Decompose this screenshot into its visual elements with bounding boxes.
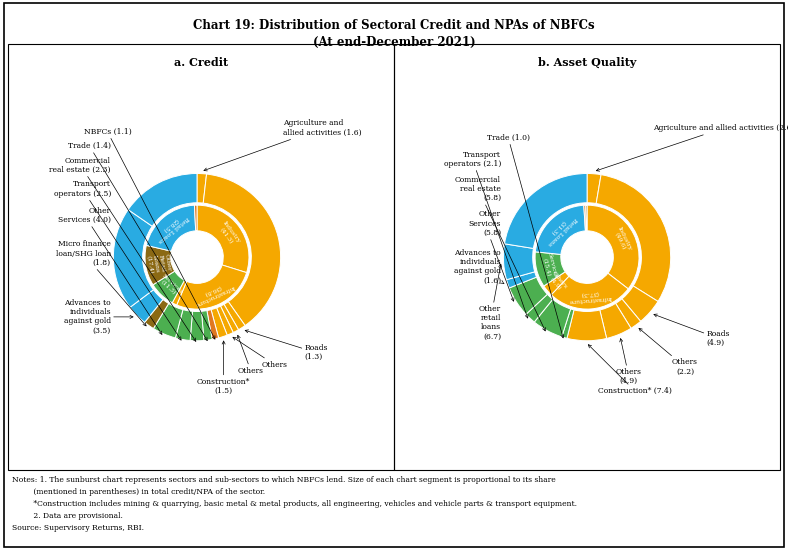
Text: Roads
(1.3): Roads (1.3) — [245, 330, 328, 361]
Text: Others: Others — [233, 337, 288, 368]
Text: Other
Retail
Loans
(17.4): Other Retail Loans (17.4) — [146, 252, 171, 274]
Wedge shape — [507, 272, 537, 288]
Text: Industry
(49.6): Industry (49.6) — [611, 226, 633, 254]
Text: Others
(2.2): Others (2.2) — [639, 328, 698, 376]
Text: Retail Loans
(28.5): Retail Loans (28.5) — [154, 211, 190, 244]
Text: Transport
operators (2.5): Transport operators (2.5) — [54, 180, 181, 340]
Wedge shape — [173, 280, 187, 305]
Wedge shape — [504, 173, 587, 249]
Text: Transport
operators (2.1): Transport operators (2.1) — [444, 151, 528, 318]
Wedge shape — [130, 290, 163, 322]
Wedge shape — [207, 310, 218, 339]
Wedge shape — [202, 311, 212, 340]
Text: Chart 19: Distribution of Sectoral Credit and NPAs of NBFCs: Chart 19: Distribution of Sectoral Credi… — [193, 19, 595, 32]
Wedge shape — [217, 306, 233, 335]
Text: Other
Services (4.0): Other Services (4.0) — [58, 207, 162, 334]
Text: Roads
(4.9): Roads (4.9) — [654, 314, 730, 347]
Text: Others: Others — [237, 336, 264, 375]
Text: Trade (1.0): Trade (1.0) — [487, 134, 563, 338]
Text: (At end-December 2021): (At end-December 2021) — [313, 36, 475, 49]
Wedge shape — [154, 304, 183, 338]
Wedge shape — [600, 304, 631, 338]
Wedge shape — [113, 210, 154, 307]
Wedge shape — [224, 301, 245, 329]
Wedge shape — [197, 173, 206, 203]
Text: Micro finance
loan/SHG loan
(1.8): Micro finance loan/SHG loan (1.8) — [56, 240, 146, 326]
Text: NBFCs (1.1): NBFCs (1.1) — [84, 128, 215, 339]
Wedge shape — [587, 173, 601, 204]
Wedge shape — [584, 205, 586, 231]
Text: *Construction includes mining & quarrying, basic metal & metal products, all eng: *Construction includes mining & quarryin… — [12, 500, 577, 508]
Text: Infrastructure
(37.3): Infrastructure (37.3) — [568, 289, 612, 303]
Wedge shape — [535, 205, 585, 255]
Text: Industry
(41.3): Industry (41.3) — [217, 220, 240, 248]
Text: Advances to
individuals
against gold
(3.5): Advances to individuals against gold (3.… — [64, 299, 133, 334]
Text: Infrastructure
(36.8): Infrastructure (36.8) — [191, 278, 236, 307]
Wedge shape — [587, 205, 639, 289]
Wedge shape — [622, 286, 658, 321]
Text: (mentioned in parentheses) in total credit/NPA of the sector.: (mentioned in parentheses) in total cred… — [12, 488, 265, 496]
Text: Agriculture and allied activities (2.6): Agriculture and allied activities (2.6) — [597, 124, 788, 171]
Wedge shape — [203, 174, 281, 326]
Wedge shape — [544, 272, 569, 295]
Wedge shape — [147, 205, 195, 251]
Text: Advances to
individuals
against gold
(1.6): Advances to individuals against gold (1.… — [454, 249, 504, 284]
Wedge shape — [177, 265, 247, 309]
Wedge shape — [526, 294, 552, 322]
Wedge shape — [597, 175, 671, 301]
Text: Other
retail
loans
(6.7): Other retail loans (6.7) — [479, 264, 502, 340]
Text: Services
(15.4): Services (15.4) — [541, 252, 558, 280]
Wedge shape — [190, 311, 204, 341]
Text: Commercial
real estate
(5.8): Commercial real estate (5.8) — [455, 176, 545, 331]
Text: Agriculture and
allied activities (1.6): Agriculture and allied activities (1.6) — [204, 119, 362, 171]
Wedge shape — [195, 205, 197, 231]
Wedge shape — [562, 309, 574, 338]
Text: b. Asset Quality: b. Asset Quality — [538, 57, 636, 68]
Text: 2. Data are provisional.: 2. Data are provisional. — [12, 512, 123, 520]
Wedge shape — [221, 304, 239, 333]
Wedge shape — [145, 245, 175, 285]
Text: Others
(4.9): Others (4.9) — [546, 271, 568, 294]
Wedge shape — [176, 310, 192, 340]
Text: Source: Supervisory Returns, RBI.: Source: Supervisory Returns, RBI. — [12, 524, 144, 532]
Text: Construction*
(1.5): Construction* (1.5) — [196, 341, 250, 395]
Text: Other
Services
(5.8): Other Services (5.8) — [469, 211, 514, 301]
Wedge shape — [615, 299, 641, 328]
Text: Services
(11.3): Services (11.3) — [157, 273, 184, 299]
Text: a. Credit: a. Credit — [174, 57, 228, 68]
Wedge shape — [153, 271, 184, 303]
Text: Notes: 1. The sunburst chart represents sectors and sub-sectors to which NBFCs l: Notes: 1. The sunburst chart represents … — [12, 476, 556, 484]
Wedge shape — [509, 277, 548, 314]
Text: Commercial
real estate (2.3): Commercial real estate (2.3) — [50, 157, 195, 342]
Wedge shape — [145, 300, 169, 328]
Text: Retail Loans
(31.3): Retail Loans (31.3) — [542, 212, 578, 246]
Wedge shape — [504, 244, 535, 280]
Wedge shape — [128, 173, 197, 226]
Wedge shape — [585, 205, 587, 231]
Text: Trade (1.4): Trade (1.4) — [68, 142, 207, 340]
Text: Construction* (7.4): Construction* (7.4) — [589, 345, 672, 395]
Wedge shape — [534, 299, 571, 337]
Wedge shape — [567, 310, 607, 341]
Wedge shape — [535, 252, 565, 286]
Text: Others
(4.9): Others (4.9) — [616, 339, 642, 385]
Wedge shape — [552, 273, 628, 309]
Wedge shape — [197, 205, 249, 273]
Wedge shape — [211, 308, 227, 338]
